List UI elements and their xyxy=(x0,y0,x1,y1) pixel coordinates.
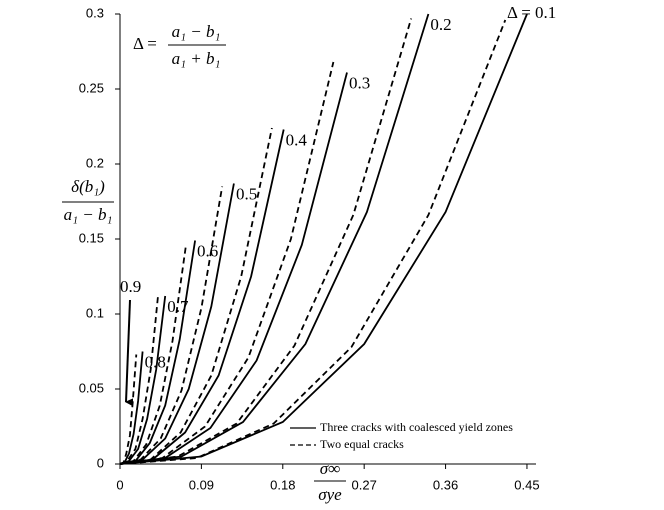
y-label-denominator: a₁ − b₁ xyxy=(64,205,113,224)
x-tick-label: 0.27 xyxy=(352,477,377,492)
y-tick-label: 0.2 xyxy=(86,155,104,170)
y-tick-label: 0.3 xyxy=(86,5,104,20)
curve-label: Δ = 0.1 xyxy=(507,3,556,22)
legend-label: Three cracks with coalesced yield zones xyxy=(320,420,513,434)
dashed-curve xyxy=(119,295,159,465)
curve-label: 0.7 xyxy=(167,297,189,316)
x-tick-label: 0.45 xyxy=(514,477,539,492)
dashed-curve xyxy=(119,127,273,465)
legend-label: Two equal cracks xyxy=(320,437,404,451)
x-label-numerator: σ∞ xyxy=(320,459,341,478)
x-tick-label: 0 xyxy=(116,477,123,492)
dashed-curve xyxy=(119,19,507,465)
dashed-curve xyxy=(119,61,335,465)
y-tick-label: 0.05 xyxy=(79,380,104,395)
y-label-numerator: δ(b₁) xyxy=(71,177,105,196)
solid-curve xyxy=(119,295,167,465)
curve-label: 0.8 xyxy=(145,352,166,371)
x-tick-label: 0.18 xyxy=(270,477,295,492)
formula-numerator: a₁ − b₁ xyxy=(172,22,221,41)
dashed-curve xyxy=(119,244,187,465)
y-tick-label: 0 xyxy=(97,455,104,470)
solid-curve xyxy=(119,72,348,465)
dashed-curve xyxy=(119,354,138,465)
formula-denominator: a₁ + b₁ xyxy=(172,49,221,68)
annotation: 0.9 xyxy=(120,277,141,296)
solid-curve xyxy=(119,129,285,465)
x-label-denominator: σye xyxy=(318,485,342,504)
x-tick-label: 0.36 xyxy=(433,477,458,492)
curve-label: 0.5 xyxy=(236,184,257,203)
formula-lhs: Δ = xyxy=(133,34,157,53)
curve-label: 0.4 xyxy=(286,130,308,149)
curve-label: 0.3 xyxy=(349,73,370,92)
y-tick-label: 0.15 xyxy=(79,230,104,245)
dashed-curve xyxy=(119,18,413,465)
y-tick-label: 0.1 xyxy=(86,305,104,320)
curve-label: 0.6 xyxy=(197,241,218,260)
y-tick-label: 0.25 xyxy=(79,80,104,95)
arrow xyxy=(125,299,134,407)
solid-curve xyxy=(119,13,528,465)
solid-curve xyxy=(119,183,235,465)
curve-label: 0.2 xyxy=(430,15,451,34)
x-tick-label: 0.09 xyxy=(189,477,214,492)
